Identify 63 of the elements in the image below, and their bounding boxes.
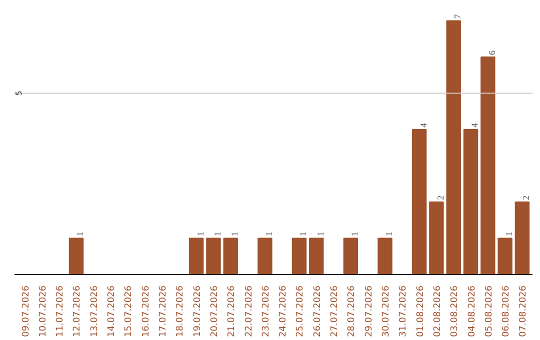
x-tick-label: 11.07.2026 — [56, 285, 66, 338]
bar — [498, 238, 512, 274]
data-label: 1 — [195, 232, 206, 236]
x-tick-label: 05.08.2026 — [484, 285, 494, 338]
x-tick-label: 18.07.2026 — [176, 285, 186, 338]
data-label: 2 — [435, 195, 446, 200]
x-tick-label: 22.07.2026 — [244, 285, 254, 338]
x-tick-label: 29.07.2026 — [364, 285, 374, 338]
bar — [463, 128, 478, 274]
data-label: 4 — [418, 122, 428, 128]
ref-line-label: 5 — [14, 90, 24, 96]
data-label: 1 — [384, 232, 394, 236]
data-label: 1 — [264, 232, 274, 236]
x-tick-label: 21.07.2026 — [227, 285, 238, 338]
x-tick-label: 06.08.2026 — [502, 285, 512, 338]
x-tick-label: 13.07.2026 — [90, 285, 100, 338]
x-tick-label: 20.07.2026 — [210, 285, 220, 338]
x-tick-label: 07.08.2026 — [518, 285, 529, 338]
x-tick-label: 14.07.2026 — [107, 285, 118, 338]
data-label: 1 — [315, 232, 326, 236]
data-label: 1 — [504, 232, 514, 236]
x-tick-label: 02.08.2026 — [432, 285, 443, 338]
bar — [343, 238, 358, 274]
bar — [223, 238, 238, 274]
bar — [412, 128, 427, 274]
bar — [429, 201, 444, 274]
x-tick-label: 19.07.2026 — [192, 285, 203, 338]
bar — [206, 238, 221, 274]
bar — [309, 238, 324, 274]
data-label: 6 — [486, 50, 497, 55]
x-tick-label: 04.08.2026 — [467, 285, 478, 338]
x-tick-label: 30.07.2026 — [381, 285, 392, 338]
bar — [514, 201, 530, 274]
data-label: 1 — [212, 232, 222, 236]
data-label: 2 — [521, 195, 532, 200]
data-label: 1 — [298, 232, 308, 236]
x-tick-label: 15.07.2026 — [124, 285, 134, 338]
x-tick-label: 01.08.2026 — [416, 285, 426, 338]
data-label: 1 — [350, 232, 360, 236]
x-tick-label: 25.07.2026 — [296, 285, 306, 338]
x-tick-label: 24.07.2026 — [278, 285, 289, 338]
data-label: 1 — [230, 232, 240, 236]
bar — [258, 238, 272, 274]
bar — [292, 238, 307, 274]
data-label: 4 — [470, 122, 480, 128]
x-tick-label: 09.07.2026 — [21, 285, 32, 338]
x-tick-label: 03.08.2026 — [450, 285, 460, 338]
x-tick-label: 10.07.2026 — [38, 285, 48, 338]
bar — [446, 20, 461, 274]
x-tick-label: 28.07.2026 — [347, 285, 358, 338]
bar — [480, 56, 496, 274]
x-tick-label: 27.07.2026 — [330, 285, 340, 338]
x-tick-label: 26.07.2026 — [312, 285, 323, 338]
bar — [188, 238, 204, 274]
x-tick-label: 17.07.2026 — [158, 285, 169, 338]
x-tick-label: 16.07.2026 — [141, 285, 152, 338]
x-tick-label: 31.07.2026 — [398, 285, 409, 338]
data-label: 7 — [452, 14, 463, 19]
bar — [378, 238, 392, 274]
x-tick-label: 23.07.2026 — [261, 285, 272, 338]
bar — [68, 238, 84, 274]
x-tick-label: 12.07.2026 — [72, 285, 83, 338]
data-label: 1 — [75, 232, 86, 236]
